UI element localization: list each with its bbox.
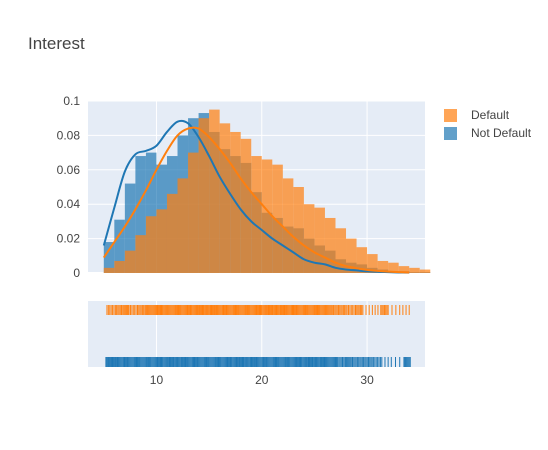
hist-bar-not-default: [114, 219, 125, 273]
hist-bar-not-default: [124, 183, 136, 273]
hist-bar-default: [346, 238, 357, 273]
hist-bar-default: [324, 217, 336, 273]
x-tick-label: 10: [150, 373, 164, 387]
hist-bar-default: [282, 178, 294, 273]
legend-swatch-default: [444, 108, 457, 122]
hist-bar-default: [156, 209, 167, 273]
hist-bar-default: [114, 260, 125, 273]
y-tick-label: 0.1: [63, 94, 80, 108]
hist-bar-default: [367, 254, 378, 273]
hist-bar-default: [398, 266, 410, 273]
kde-curve-not-default: [102, 119, 410, 274]
hist-bar-default: [293, 187, 304, 273]
legend-label-not-default: Not Default: [471, 126, 532, 140]
legend: Default Not Default: [444, 106, 531, 142]
hist-bar-default: [419, 269, 431, 273]
y-tick-label: 0: [73, 266, 80, 280]
hist-bar-default: [103, 267, 115, 273]
y-tick-label: 0.06: [57, 163, 81, 177]
hist-bar-default: [303, 204, 315, 273]
x-tick-label: 20: [255, 373, 269, 387]
hist-bar-default: [314, 207, 325, 273]
hist-bar-default: [177, 178, 189, 273]
hist-bar-default: [188, 152, 199, 273]
hist-bar-default: [377, 260, 389, 273]
hist-bar-default: [356, 247, 368, 273]
hist-bar-default: [335, 228, 347, 273]
legend-swatch-not-default: [444, 126, 457, 140]
hist-bar-not-default: [145, 152, 157, 273]
legend-item-not-default[interactable]: Not Default: [444, 124, 531, 142]
hist-bar-not-default: [103, 242, 115, 273]
hist-bar-default: [124, 250, 136, 273]
chart-title: Interest: [28, 34, 85, 53]
x-tick-label: 30: [360, 373, 374, 387]
hist-bar-default: [135, 235, 146, 273]
hist-bar-not-default: [135, 156, 146, 273]
hist-bar-default: [272, 164, 283, 273]
hist-bar-default: [198, 118, 210, 273]
y-tick-label: 0.02: [57, 232, 81, 246]
legend-label-default: Default: [471, 108, 510, 122]
kde-curve-default: [102, 126, 410, 274]
hist-bar-default: [219, 123, 231, 273]
hist-bar-default: [261, 159, 273, 273]
hist-bar-default: [388, 262, 399, 273]
hist-bar-default: [251, 156, 262, 273]
hist-bar-default: [145, 216, 157, 273]
hist-bar-default: [409, 267, 420, 273]
y-tick-label: 0.04: [57, 197, 81, 211]
hist-bar-default: [209, 109, 220, 273]
y-tick-label: 0.08: [57, 128, 81, 142]
legend-item-default[interactable]: Default: [444, 106, 531, 124]
hist-bar-default: [166, 193, 178, 273]
hist-bar-default: [240, 138, 252, 273]
